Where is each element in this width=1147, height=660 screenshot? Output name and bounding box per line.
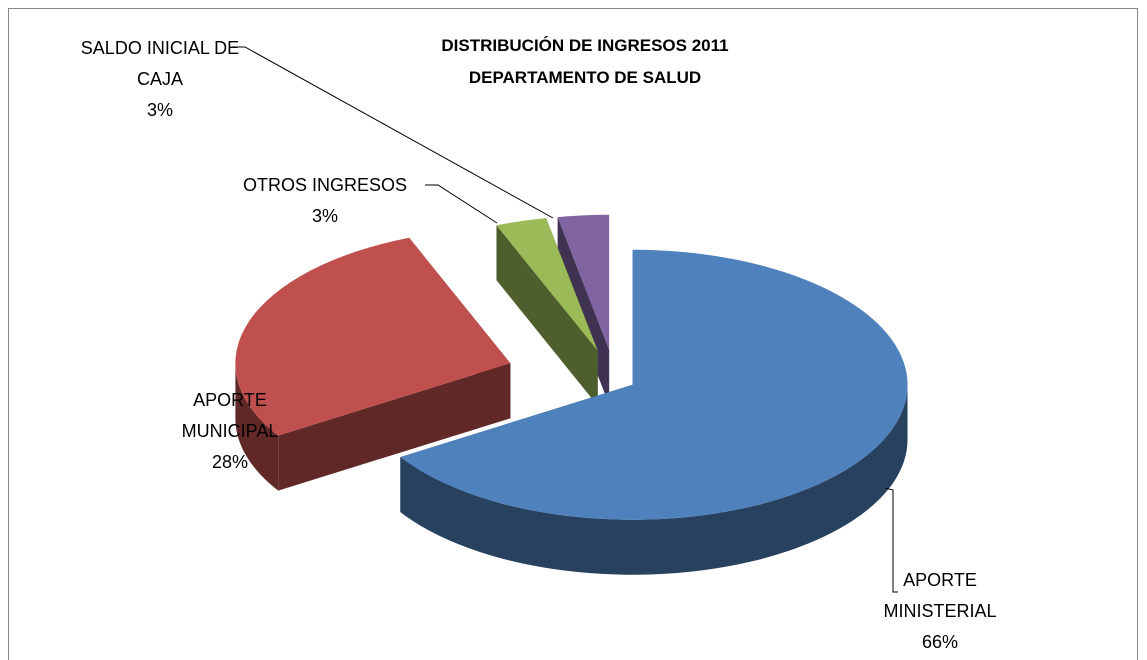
category-label: APORTE MUNICIPAL xyxy=(181,390,279,441)
chart-title: DISTRIBUCIÓN DE INGRESOS 2011 xyxy=(441,36,729,55)
category-label: APORTE MINISTERIAL xyxy=(883,570,997,621)
slice xyxy=(496,218,598,351)
slice xyxy=(400,249,908,520)
leader-line xyxy=(884,487,898,593)
slice-wall xyxy=(400,384,908,575)
slice xyxy=(557,214,610,350)
category-label: SALDO INICIAL DE CAJA xyxy=(80,38,240,89)
slice xyxy=(235,237,511,436)
leader-line xyxy=(425,184,498,224)
value-label: 66% xyxy=(921,632,959,652)
leader-line xyxy=(232,46,554,219)
data-label: APORTE MUNICIPAL 28% xyxy=(150,385,310,478)
slice-side xyxy=(278,363,511,491)
value-label: 3% xyxy=(311,206,338,226)
category-label: OTROS INGRESOS xyxy=(242,175,408,195)
slice-wall xyxy=(235,363,279,491)
chart-subtitle: DEPARTAMENTO DE SALUD xyxy=(468,68,702,87)
data-label: OTROS INGRESOS 3% xyxy=(225,170,425,232)
value-label: 28% xyxy=(211,452,249,472)
value-label: 3% xyxy=(146,100,173,120)
slice-side xyxy=(496,225,598,406)
data-label: APORTE MINISTERIAL 66% xyxy=(870,565,1010,658)
data-label: SALDO INICIAL DE CAJA 3% xyxy=(60,33,260,126)
